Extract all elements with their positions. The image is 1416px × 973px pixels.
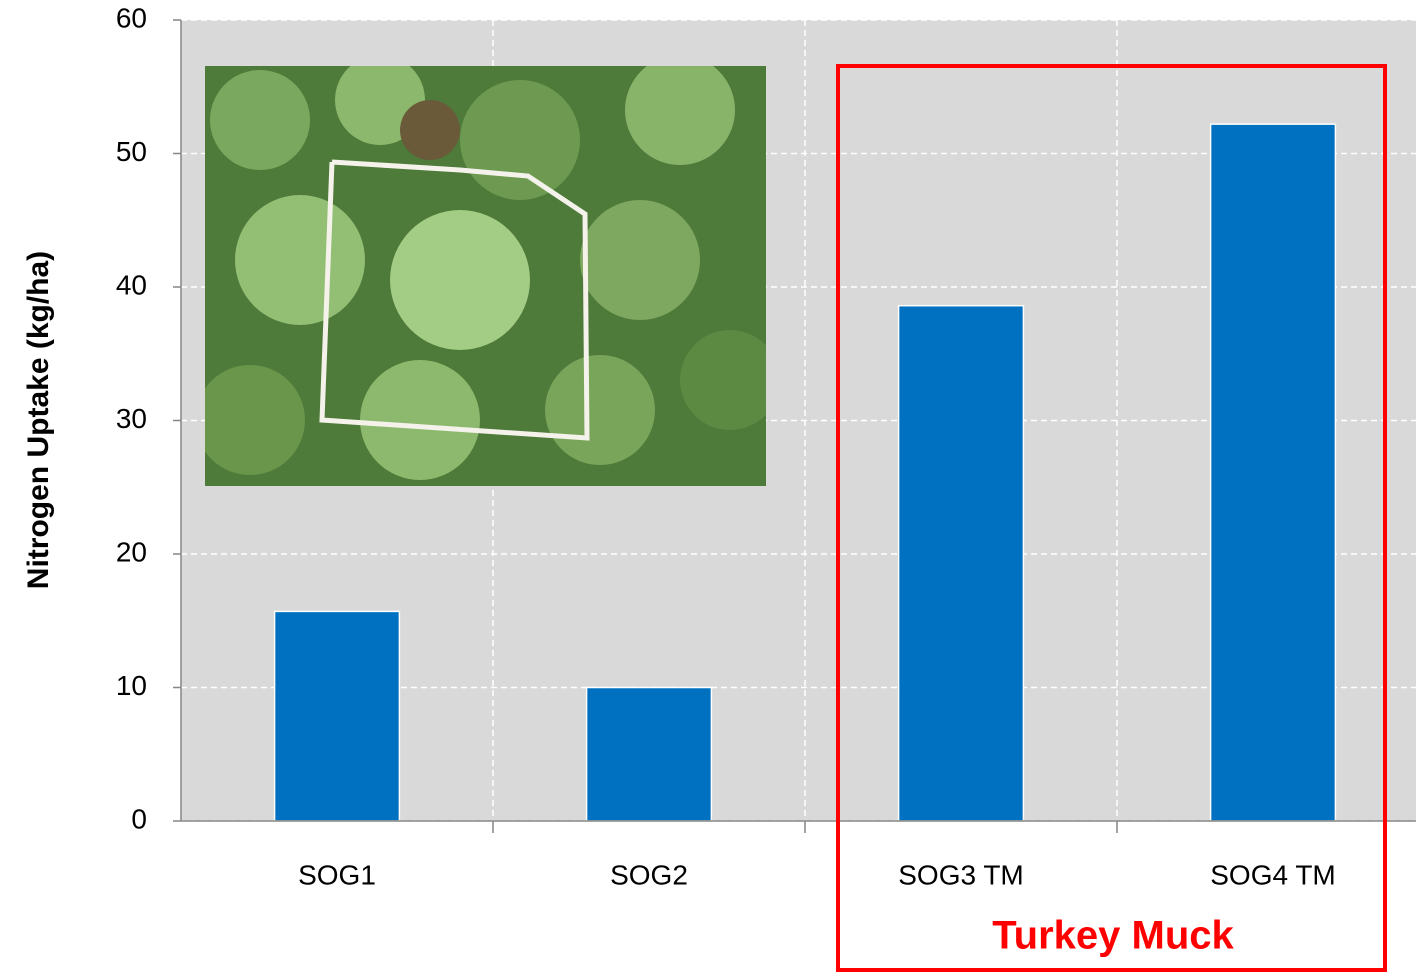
photo [205,66,766,486]
x-tick-label: SOG2 [610,859,688,890]
x-tick-label: SOG4 TM [1210,859,1336,890]
x-tick-label: SOG3 TM [898,859,1024,890]
y-tick-label: 30 [116,403,147,434]
x-tick-label: SOG1 [298,859,376,890]
y-tick-label: 50 [116,136,147,167]
y-tick-label: 0 [131,803,147,834]
bar [585,686,713,822]
highlight-box [836,64,1387,972]
bar [273,610,401,822]
annotation: Turkey Muck [992,914,1234,958]
y-axis-label: Nitrogen Uptake (kg/ha) [22,251,55,589]
y-tick-label: 10 [116,670,147,701]
bar [1209,123,1337,822]
bar [897,304,1025,822]
y-tick-label: 40 [116,269,147,300]
y-tick-label: 60 [116,2,147,33]
y-tick-label: 20 [116,536,147,567]
